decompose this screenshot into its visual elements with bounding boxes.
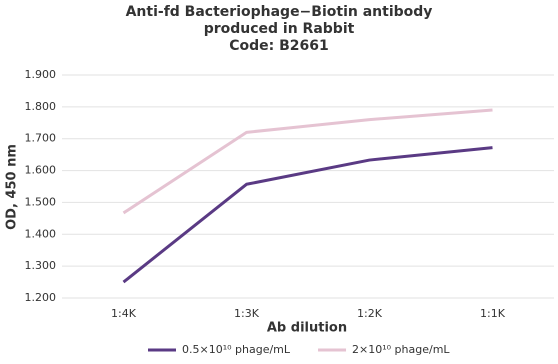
chart-title: Code: B2661	[229, 38, 329, 54]
x-tick-label: 1:3K	[234, 307, 260, 320]
x-tick-label: 1:2K	[357, 307, 383, 320]
legend-label: 2×10¹⁰ phage/mL	[352, 343, 450, 356]
y-tick-label: 1.300	[25, 259, 57, 272]
y-tick-label: 1.900	[25, 68, 57, 81]
chart-title: produced in Rabbit	[204, 21, 355, 37]
y-tick-label: 1.800	[25, 100, 57, 113]
y-tick-label: 1.500	[25, 195, 57, 208]
chart-title: Anti-fd Bacteriophage−Biotin antibody	[126, 4, 433, 20]
data-line	[122, 146, 493, 284]
y-tick-label: 1.600	[25, 164, 57, 177]
x-tick-label: 1:1K	[480, 307, 506, 320]
y-tick-label: 1.200	[25, 291, 57, 304]
legend-label: 0.5×10¹⁰ phage/mL	[182, 343, 291, 356]
x-axis-label: Ab dilution	[267, 321, 347, 336]
y-axis-label: OD, 450 nm	[5, 144, 20, 230]
y-tick-label: 1.400	[25, 227, 57, 240]
data-line	[122, 108, 493, 215]
x-tick-label: 1:4K	[111, 307, 137, 320]
y-tick-label: 1.700	[25, 132, 57, 145]
